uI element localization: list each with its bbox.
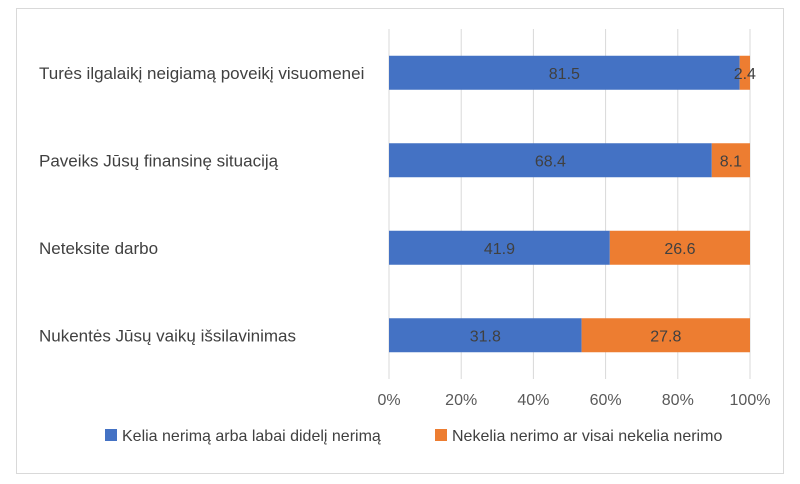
x-tick-label: 40% bbox=[517, 392, 549, 409]
bar-segment bbox=[389, 55, 740, 90]
category-label: Nukentės Jūsų vaikų išsilavinimas bbox=[39, 326, 296, 345]
bar-segment bbox=[739, 55, 750, 90]
data-label: 81.5 bbox=[549, 66, 580, 83]
x-tick-label: 60% bbox=[590, 392, 622, 409]
x-axis-ticks: 0% 20% 40% 60% 80% 100% bbox=[377, 392, 770, 409]
x-tick-label: 100% bbox=[730, 392, 771, 409]
data-label: 26.6 bbox=[664, 241, 695, 258]
bar-segment bbox=[389, 230, 610, 265]
category-label: Neteksite darbo bbox=[39, 239, 158, 258]
category-label: Paveiks Jūsų finansinę situaciją bbox=[39, 151, 279, 170]
bars bbox=[389, 55, 750, 353]
category-label: Turės ilgalaikį neigiamą poveikį visuome… bbox=[39, 64, 364, 83]
stacked-bar-chart: 81.5 2.4 68.4 8.1 41.9 26.6 31.8 27.8 Turės ilg… bbox=[39, 29, 770, 445]
bar-segment bbox=[711, 143, 750, 178]
legend-swatch bbox=[105, 429, 117, 441]
data-labels: 81.5 2.4 68.4 8.1 41.9 26.6 31.8 27.8 bbox=[470, 66, 756, 346]
x-tick-label: 20% bbox=[445, 392, 477, 409]
data-label: 68.4 bbox=[535, 153, 566, 170]
legend-swatch bbox=[435, 429, 447, 441]
legend: Kelia nerimą arba labai didelį nerimą Nek… bbox=[105, 428, 722, 445]
x-tick-label: 80% bbox=[662, 392, 694, 409]
data-label: 41.9 bbox=[484, 241, 515, 258]
x-tick-label: 0% bbox=[377, 392, 400, 409]
legend-label: Nekelia nerimo ar visai nekelia nerimo bbox=[452, 428, 722, 445]
data-label: 8.1 bbox=[720, 153, 742, 170]
data-label: 31.8 bbox=[470, 328, 501, 345]
category-labels: Turės ilgalaikį neigiamą poveikį visuome… bbox=[39, 64, 364, 346]
chart-frame: 81.5 2.4 68.4 8.1 41.9 26.6 31.8 27.8 Turės ilg… bbox=[16, 8, 784, 474]
bar-segment bbox=[581, 318, 750, 353]
data-label: 2.4 bbox=[734, 66, 756, 83]
data-label: 27.8 bbox=[650, 328, 681, 345]
bar-segment bbox=[389, 143, 712, 178]
bar-segment bbox=[389, 318, 582, 353]
legend-label: Kelia nerimą arba labai didelį nerimą bbox=[122, 428, 381, 445]
bar-segment bbox=[609, 230, 750, 265]
